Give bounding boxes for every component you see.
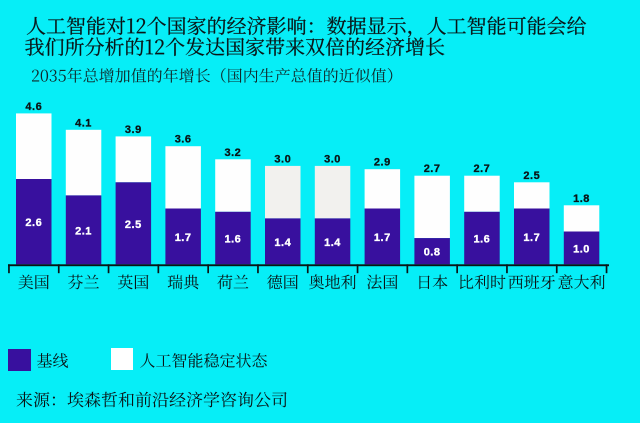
svg-text:1.6: 1.6 xyxy=(474,234,491,246)
svg-text:2.5: 2.5 xyxy=(125,219,142,231)
svg-text:0.8: 0.8 xyxy=(424,247,441,259)
svg-text:4.1: 4.1 xyxy=(75,117,92,129)
svg-text:1.0: 1.0 xyxy=(573,243,590,255)
svg-text:2.7: 2.7 xyxy=(424,163,441,175)
svg-text:1.4: 1.4 xyxy=(274,237,291,249)
svg-text:1.8: 1.8 xyxy=(573,193,590,205)
svg-text:2.9: 2.9 xyxy=(374,157,391,169)
svg-text:2.1: 2.1 xyxy=(75,225,92,237)
svg-text:2.5: 2.5 xyxy=(523,170,540,182)
svg-text:3.0: 3.0 xyxy=(324,153,341,165)
svg-text:3.6: 3.6 xyxy=(175,134,192,146)
svg-text:2.7: 2.7 xyxy=(474,163,491,175)
svg-text:3.2: 3.2 xyxy=(225,147,242,159)
svg-text:1.7: 1.7 xyxy=(175,232,192,244)
svg-text:4.6: 4.6 xyxy=(25,101,42,113)
svg-text:2.6: 2.6 xyxy=(25,217,42,229)
svg-text:1.4: 1.4 xyxy=(324,237,341,249)
svg-text:1.6: 1.6 xyxy=(225,234,242,246)
svg-text:1.7: 1.7 xyxy=(374,232,391,244)
svg-text:3.0: 3.0 xyxy=(274,153,291,165)
svg-text:1.7: 1.7 xyxy=(523,232,540,244)
svg-text:3.9: 3.9 xyxy=(125,124,142,136)
